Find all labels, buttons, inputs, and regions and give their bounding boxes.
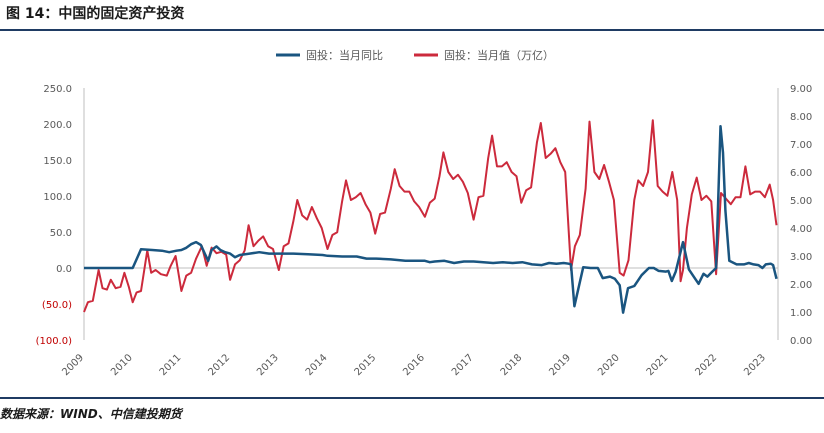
x-tick-label: 2017 xyxy=(450,352,476,378)
x-tick-label: 2023 xyxy=(742,352,768,378)
legend: 固投：当月同比 固投：当月值（万亿） xyxy=(276,48,554,62)
left-tick-label: (100.0) xyxy=(36,336,73,347)
right-tick-label: 3.00 xyxy=(790,252,812,263)
right-axis-labels: 9.00 8.00 7.00 6.00 5.00 4.00 3.00 2.00 1.00 0.00 xyxy=(790,84,812,347)
right-tick-label: 4.00 xyxy=(790,224,812,235)
left-tick-label: (50.0) xyxy=(42,300,72,311)
x-tick-label: 2015 xyxy=(353,352,379,378)
right-tick-label: 2.00 xyxy=(790,280,812,291)
x-tick-label: 2010 xyxy=(109,352,135,378)
right-tick-label: 1.00 xyxy=(790,308,812,319)
left-tick-label: 100.0 xyxy=(43,192,72,203)
left-tick-label: 150.0 xyxy=(43,156,72,167)
bottom-divider xyxy=(0,397,824,399)
x-tick-label: 2016 xyxy=(401,352,427,378)
x-tick-label: 2013 xyxy=(255,352,281,378)
left-tick-label: 250.0 xyxy=(43,84,72,95)
top-divider xyxy=(0,29,824,31)
left-tick-label: 0.0 xyxy=(56,264,72,275)
legend-label-monthly: 固投：当月值（万亿） xyxy=(444,48,554,62)
right-tick-label: 6.00 xyxy=(790,168,812,179)
series-line-monthly-value xyxy=(83,119,778,313)
series-line-yoy xyxy=(84,124,778,314)
right-tick-label: 7.00 xyxy=(790,140,812,151)
left-axis-labels: 250.0 200.0 150.0 100.0 50.0 0.0 (50.0) (100.0) xyxy=(36,84,73,347)
left-tick-label: 200.0 xyxy=(43,120,72,131)
legend-label-yoy: 固投：当月同比 xyxy=(306,48,383,62)
x-tick-label: 2018 xyxy=(499,352,525,378)
x-tick-label: 2014 xyxy=(304,352,330,378)
left-tick-label: 50.0 xyxy=(50,228,72,239)
x-tick-label: 2020 xyxy=(596,352,622,378)
x-tick-label: 2012 xyxy=(206,352,232,378)
x-tick-label: 2021 xyxy=(645,352,671,378)
x-tick-label: 2019 xyxy=(547,352,573,378)
right-tick-label: 8.00 xyxy=(790,112,812,123)
line-chart: 固投：当月同比 固投：当月值（万亿） 250.0 200.0 150.0 100.0 5… xyxy=(36,48,813,378)
right-tick-label: 5.00 xyxy=(790,196,812,207)
right-tick-label: 9.00 xyxy=(790,84,812,95)
x-axis-labels: 2009 2010 2011 2012 2013 2014 2015 2016 2017 2018… xyxy=(60,352,768,378)
x-tick-label: 2022 xyxy=(693,352,719,378)
right-tick-label: 0.00 xyxy=(790,336,812,347)
x-tick-label: 2011 xyxy=(158,352,184,378)
source-note: 数据来源：WIND、中信建投期货 xyxy=(0,407,182,421)
x-tick-label: 2009 xyxy=(60,352,86,378)
figure-title: 图 14：中国的固定资产投资 xyxy=(6,6,185,22)
